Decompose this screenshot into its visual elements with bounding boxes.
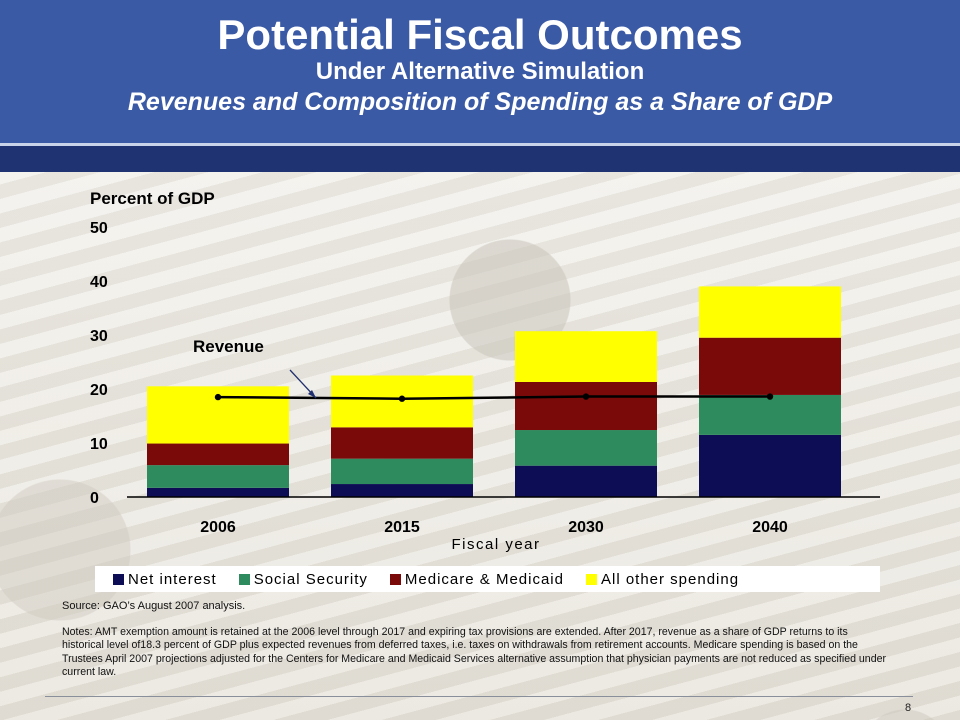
page-number: 8 xyxy=(905,702,912,714)
bar-segment-medicare-medicaid xyxy=(699,337,841,395)
revenue-line xyxy=(217,395,770,400)
y-tick-label: 40 xyxy=(90,274,108,291)
slide-title: Potential Fiscal Outcomes xyxy=(217,11,743,58)
revenue-pointer-arrowhead xyxy=(308,390,316,398)
bar-segment-all-other-spending xyxy=(515,331,657,382)
legend-label: All other spending xyxy=(600,570,740,588)
bar-segment-all-other-spending xyxy=(699,286,841,338)
bar-segment-social-security xyxy=(515,430,657,466)
x-axis-title: Fiscal year xyxy=(451,536,540,553)
bar-segment-net-interest xyxy=(699,434,841,497)
revenue-line-group xyxy=(214,393,774,402)
header-divider xyxy=(0,143,960,146)
y-tick-label: 30 xyxy=(90,328,108,345)
x-axis-ticks: 2006 2015 2030 2040 xyxy=(200,519,788,536)
revenue-point xyxy=(398,395,406,402)
y-tick-label: 0 xyxy=(90,490,99,507)
legend-item-social-security: Social Security xyxy=(238,570,368,588)
legend-item-all-other: All other spending xyxy=(585,570,740,588)
y-tick-label: 20 xyxy=(90,382,108,399)
slide-header: Potential Fiscal Outcomes Under Alternat… xyxy=(0,0,960,143)
bar-segment-social-security xyxy=(147,465,289,488)
revenue-point xyxy=(214,393,222,401)
bar-segment-net-interest xyxy=(515,465,657,497)
legend-label: Medicare & Medicaid xyxy=(404,570,564,588)
footer-divider xyxy=(45,696,913,697)
revenue-point xyxy=(582,393,590,400)
revenue-point xyxy=(766,393,774,400)
x-tick-label: 2030 xyxy=(568,519,604,536)
bar-segment-net-interest xyxy=(147,487,289,497)
bar-segment-medicare-medicaid xyxy=(515,381,657,431)
bar-segment-net-interest xyxy=(331,484,473,497)
y-tick-label: 10 xyxy=(90,436,108,453)
notes-text: Notes: AMT exemption amount is retained … xyxy=(62,626,887,679)
legend-label: Net interest xyxy=(128,570,217,588)
revenue-annotation: Revenue xyxy=(193,337,264,356)
y-axis-ticks: 0 10 20 30 40 50 xyxy=(90,220,108,507)
bar-segment-social-security xyxy=(699,394,841,435)
x-tick-label: 2015 xyxy=(384,519,420,536)
legend-swatch xyxy=(113,573,124,585)
bar-segment-medicare-medicaid xyxy=(147,443,289,466)
legend-item-medicare-medicaid: Medicare & Medicaid xyxy=(389,570,564,588)
source-note: Source: GAO’s August 2007 analysis. xyxy=(62,600,246,612)
chart-legend: Net interest Social Security Medicare & … xyxy=(95,566,880,592)
legend-item-net-interest: Net interest xyxy=(113,571,217,588)
header-band xyxy=(0,146,960,172)
bar-segment-medicare-medicaid xyxy=(331,427,473,459)
y-axis-title: Percent of GDP xyxy=(90,189,215,208)
y-tick-label: 50 xyxy=(90,220,108,237)
legend-swatch xyxy=(389,573,401,585)
slide-subtitle: Under Alternative Simulation xyxy=(315,58,645,85)
bar-segment-social-security xyxy=(331,458,473,485)
slide-subtitle-2: Revenues and Composition of Spending as … xyxy=(127,88,833,116)
legend-swatch xyxy=(585,573,597,585)
legend-label: Social Security xyxy=(253,570,368,588)
bars-group xyxy=(147,286,841,497)
x-tick-label: 2006 xyxy=(200,519,236,536)
x-tick-label: 2040 xyxy=(752,519,788,536)
legend-swatch xyxy=(238,573,250,585)
